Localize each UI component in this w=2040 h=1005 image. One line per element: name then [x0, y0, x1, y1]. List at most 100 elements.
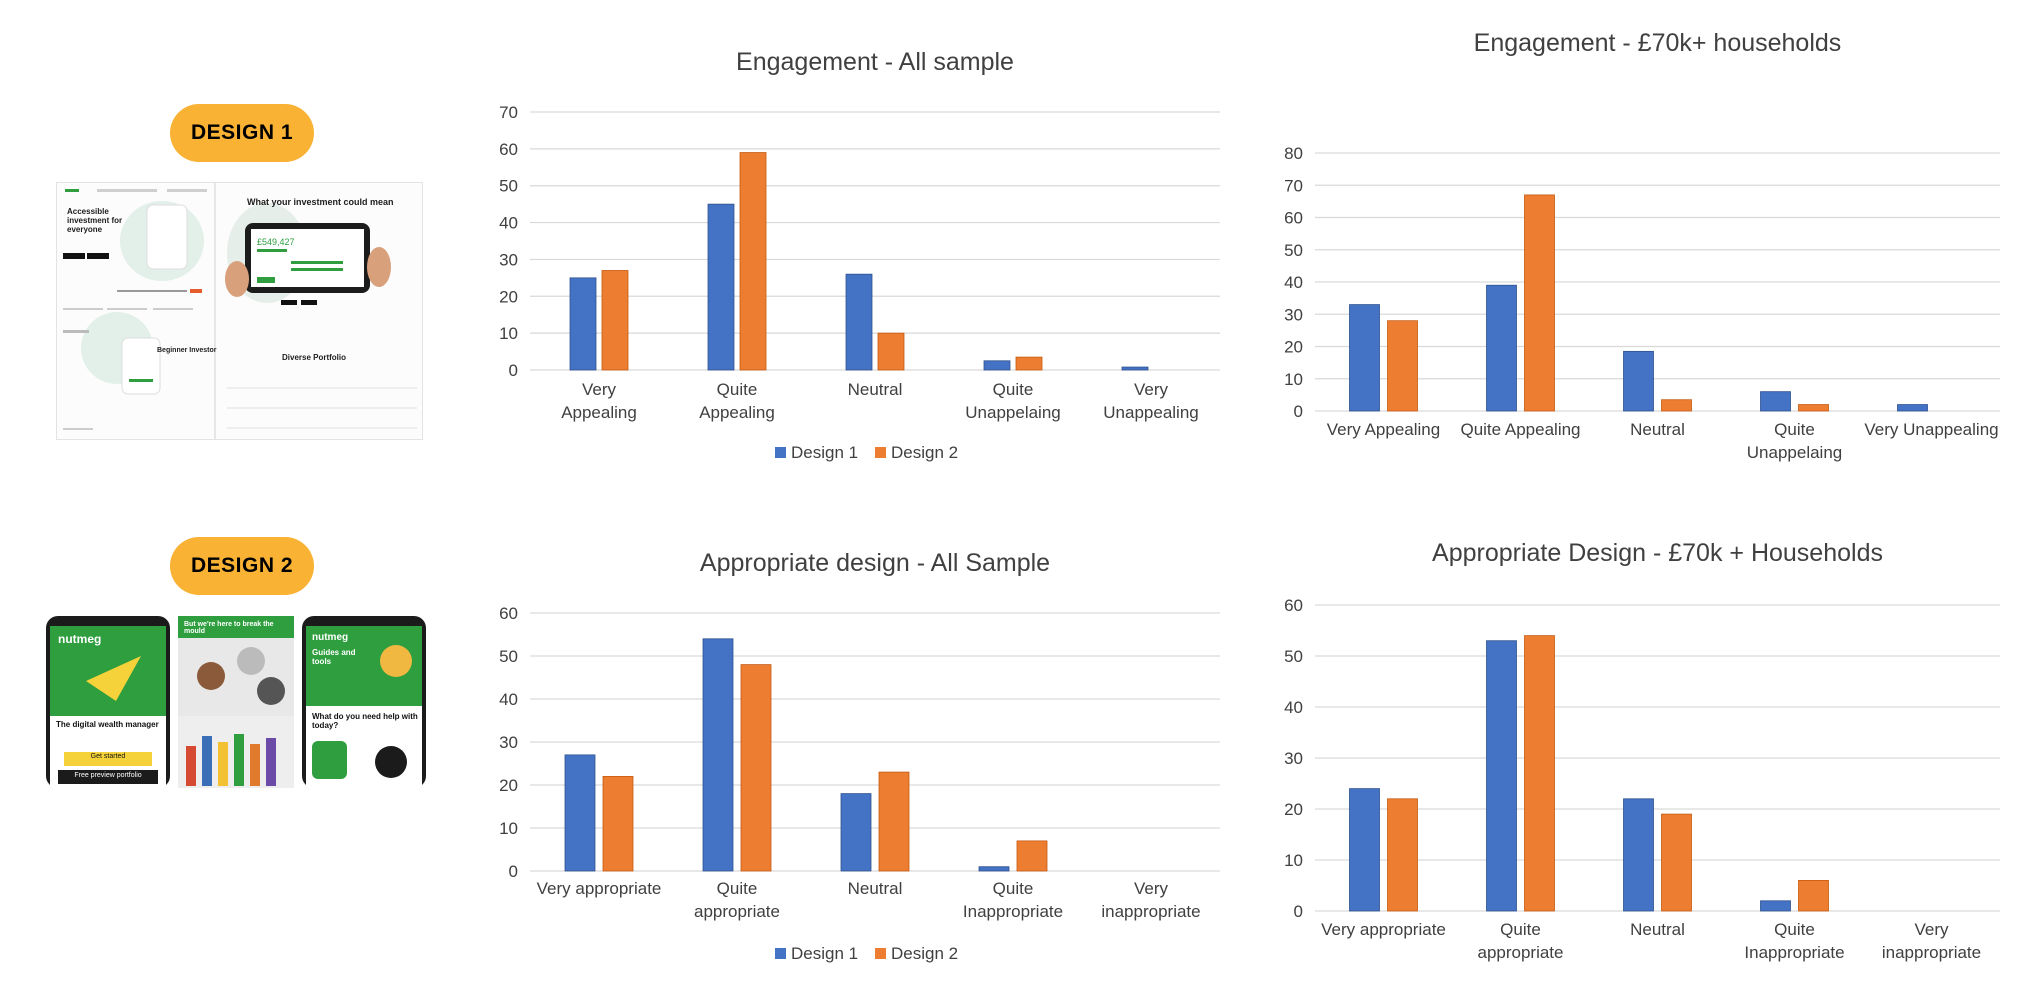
bar-design-2 — [1387, 320, 1418, 412]
design2-right-heading: Guides and tools — [312, 648, 356, 666]
design2-cta[interactable]: Get started — [90, 753, 126, 760]
y-tick-label: 30 — [1284, 749, 1303, 768]
design2-cta2[interactable]: Free preview portfolio — [74, 772, 142, 779]
y-tick-label: 70 — [499, 103, 518, 122]
y-tick-label: 80 — [1284, 144, 1303, 163]
design1-lower-right-heading: Diverse Portfolio — [282, 353, 347, 362]
bar-design-1 — [1760, 900, 1791, 912]
design2-mockup: nutmeg The digital wealth manager Get st… — [46, 616, 426, 788]
bar-design-2 — [1524, 194, 1555, 412]
bar-design-2 — [1524, 635, 1555, 912]
y-tick-label: 40 — [1284, 273, 1303, 292]
chart-appropriate-70k: Appropriate Design - £70k + Households 0 1… — [1255, 535, 2025, 995]
legend-label: Design 1 — [791, 443, 858, 462]
bar-design-2 — [1016, 840, 1048, 872]
legend: Design 1 Design 2 — [775, 944, 958, 963]
category-label: Quite appropriate — [694, 879, 780, 921]
y-tick-label: 10 — [499, 324, 518, 343]
category-label: Neutral — [848, 879, 903, 898]
bar-design-1 — [1486, 640, 1517, 912]
y-tick-label: 60 — [499, 140, 518, 159]
chart-svg: Appropriate Design - £70k + Households 0 1… — [1284, 539, 2000, 962]
chart-title: Appropriate design - All Sample — [700, 549, 1050, 577]
y-tick-label: 60 — [499, 604, 518, 623]
chart-appropriate-all-sample: Appropriate design - All Sample 0 10 20 30 40… — [470, 545, 1230, 985]
bar-design-1 — [1486, 284, 1517, 412]
bar-design-2 — [877, 332, 905, 371]
bar-design-1 — [978, 866, 1010, 872]
bar-design-2 — [740, 664, 772, 872]
y-tick-label: 20 — [1284, 800, 1303, 819]
category-label: Quite appropriate — [1477, 920, 1563, 962]
y-tick-label: 0 — [509, 862, 518, 881]
y-tick-label: 10 — [1284, 851, 1303, 870]
y-tick-label: 30 — [499, 733, 518, 752]
category-label: Very Unappealing — [1103, 380, 1198, 422]
legend-label: Design 2 — [891, 944, 958, 963]
category-label: Very inappropriate — [1882, 920, 1981, 962]
bar-design-2 — [878, 771, 910, 872]
legend-swatch — [875, 447, 886, 458]
y-tick-label: 60 — [1284, 209, 1303, 228]
bar-design-1 — [1349, 788, 1380, 912]
category-label: Quite Appealing — [699, 380, 775, 422]
bar-design-1 — [1897, 404, 1928, 412]
bar-design-2 — [1798, 879, 1829, 912]
category-label: Quite Inappropriate — [1744, 920, 1844, 962]
category-label: Very Unappealing — [1864, 420, 1998, 439]
y-tick-label: 40 — [499, 690, 518, 709]
bar-design-2 — [1661, 813, 1692, 912]
legend-swatch — [775, 948, 786, 959]
chart-engagement-all-sample: Engagement - All sample 0 10 20 30 40 50 60 70 Ve… — [470, 40, 1230, 480]
bar-design-2 — [1015, 356, 1043, 371]
bar-design-2 — [1387, 798, 1418, 912]
chart-title: Engagement - £70k+ households — [1474, 29, 1842, 57]
legend-swatch — [875, 948, 886, 959]
category-label: Quite Inappropriate — [963, 879, 1063, 921]
y-tick-label: 0 — [1294, 902, 1303, 921]
bar-design-1 — [1760, 391, 1791, 412]
design2-right-question: What do you need help with today? — [312, 712, 418, 730]
y-tick-label: 50 — [499, 177, 518, 196]
legend: Design 1 Design 2 — [775, 443, 958, 462]
category-label: Quite Unappelaing — [1747, 420, 1842, 462]
design2-mockup-graphic — [46, 616, 426, 788]
bar-design-1 — [1623, 350, 1654, 412]
legend-swatch — [775, 447, 786, 458]
category-label: Neutral — [1630, 420, 1685, 439]
y-tick-label: 10 — [499, 819, 518, 838]
y-tick-label: 10 — [1284, 370, 1303, 389]
category-label: Very Appealing — [561, 380, 637, 422]
chart-engagement-70k: Engagement - £70k+ households 0 10 20 30 40 50… — [1255, 25, 2025, 485]
design1-lower-left-heading: Beginner Investor — [157, 347, 217, 354]
y-tick-label: 20 — [1284, 338, 1303, 357]
category-label: Neutral — [848, 380, 903, 399]
bar-design-1 — [845, 273, 873, 371]
design1-right-heading: What your investment could mean — [247, 197, 394, 207]
bar-design-1 — [1121, 366, 1149, 371]
category-label: Quite Unappelaing — [965, 380, 1060, 422]
category-label: Very appropriate — [537, 879, 662, 898]
y-tick-label: 30 — [499, 250, 518, 269]
bar-design-1 — [707, 203, 735, 371]
y-tick-label: 50 — [1284, 241, 1303, 260]
design1-mockup: Accessible investment for everyone What … — [56, 182, 423, 440]
legend-label: Design 1 — [791, 944, 858, 963]
y-tick-label: 60 — [1284, 596, 1303, 615]
bar-design-1 — [702, 638, 734, 872]
bar-design-1 — [840, 793, 872, 872]
chart-svg: Appropriate design - All Sample 0 10 20 30 40… — [499, 549, 1220, 963]
bar-design-2 — [602, 775, 634, 872]
y-tick-label: 70 — [1284, 176, 1303, 195]
bar-design-1 — [983, 360, 1011, 371]
design1-badge: DESIGN 1 — [170, 104, 314, 162]
category-label: Very inappropriate — [1101, 879, 1200, 921]
design1-left-heading: Accessible investment for everyone — [67, 207, 123, 234]
category-label: Neutral — [1630, 920, 1685, 939]
y-tick-label: 40 — [499, 214, 518, 233]
y-tick-label: 0 — [509, 361, 518, 380]
chart-title: Engagement - All sample — [736, 48, 1014, 76]
design2-mid-heading: But we're here to break the mould — [184, 621, 274, 635]
bar-design-1 — [1349, 304, 1380, 412]
design2-badge: DESIGN 2 — [170, 537, 314, 595]
